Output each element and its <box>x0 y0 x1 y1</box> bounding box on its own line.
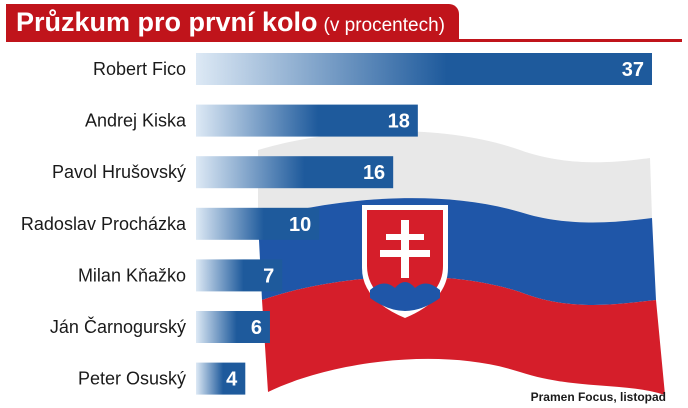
chart-title: Průzkum pro první kolo <box>16 7 318 37</box>
bar <box>196 53 652 85</box>
chart-title-bar: Průzkum pro první kolo (v procentech) <box>6 4 459 40</box>
value-label: 4 <box>226 369 238 391</box>
category-label: Andrej Kiska <box>85 111 187 131</box>
category-label: Radoslav Procházka <box>21 214 187 234</box>
bar <box>196 311 270 343</box>
value-label: 7 <box>263 265 274 287</box>
slovak-flag-icon <box>258 131 665 395</box>
chart-subtitle: (v procentech) <box>323 15 445 36</box>
source-note: Pramen Focus, listopad <box>530 390 666 404</box>
category-label: Robert Fico <box>93 59 186 79</box>
value-labels: 37 18 16 10 7 6 4 <box>226 59 644 391</box>
category-label: Peter Osuský <box>78 369 186 389</box>
flag-white-stripe <box>258 131 652 223</box>
bar <box>196 156 394 189</box>
bars <box>196 53 652 395</box>
flag-red-stripe <box>262 276 665 395</box>
category-label: Milan Kňažko <box>78 265 186 285</box>
value-label: 16 <box>363 162 385 184</box>
category-label: Ján Čarnogurský <box>50 316 186 337</box>
bar <box>196 104 418 137</box>
flag-blue-stripe <box>258 198 656 305</box>
slovak-coat-of-arms-icon <box>362 205 448 318</box>
value-label: 37 <box>622 59 644 81</box>
value-label: 6 <box>251 317 262 339</box>
value-label: 18 <box>388 111 410 133</box>
category-label: Pavol Hrušovský <box>52 162 186 182</box>
bar <box>196 362 246 395</box>
bar <box>196 259 283 292</box>
category-labels: Robert Fico Andrej Kiska Pavol Hrušovský Ra… <box>21 59 187 389</box>
bar <box>196 207 320 240</box>
value-label: 10 <box>289 214 311 236</box>
title-rule <box>6 39 682 42</box>
